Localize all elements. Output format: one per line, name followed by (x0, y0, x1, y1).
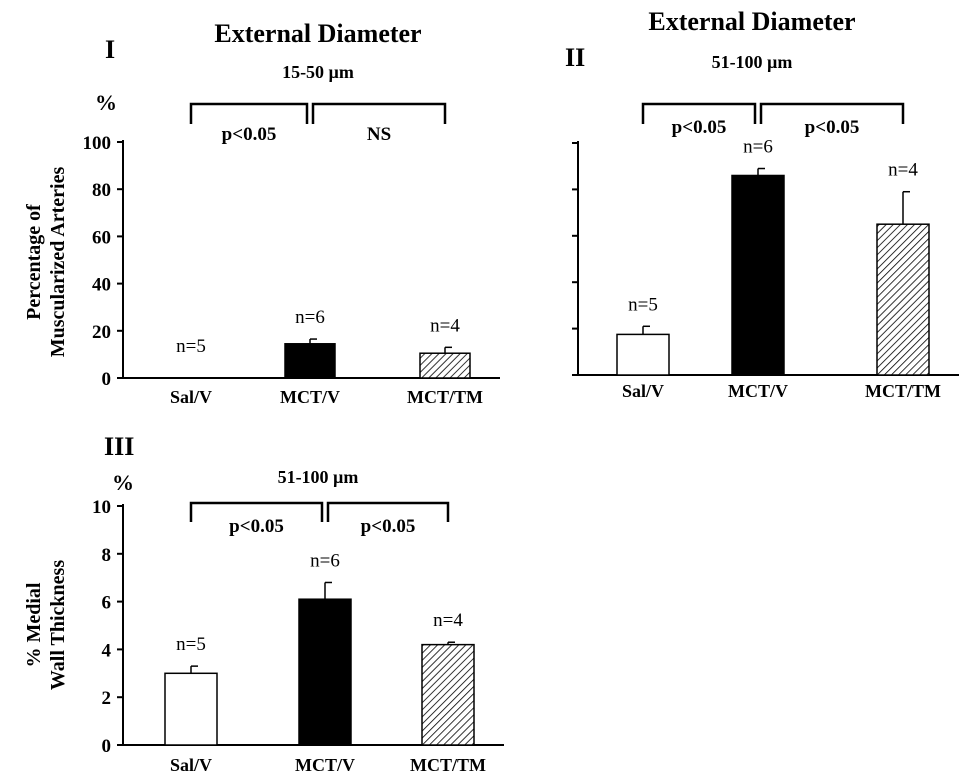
panel-2-marks: n=5 Sal/V n=6 MCT/V n=4 MCT/TM p<0.05 p<0.05 (616, 102, 941, 401)
panel-1: I External Diameter 15-50 µm % Percentag… (23, 19, 500, 407)
category-label: MCT/TM (407, 387, 483, 407)
y-tick-label: 100 (83, 133, 112, 154)
category-label: MCT/V (728, 381, 788, 401)
y-tick-label: 0 (102, 736, 112, 757)
bar (421, 643, 475, 746)
n-label: n=5 (628, 294, 658, 315)
y-tick-label: 20 (92, 322, 111, 343)
bar (731, 174, 785, 376)
panel-2: II External Diameter 51-100 µm n=5Sal/Vn… (565, 7, 959, 401)
n-label: n=5 (176, 634, 206, 655)
category-label: MCT/TM (865, 381, 941, 401)
significance-label: p<0.05 (805, 117, 860, 138)
panel-1-marks: n=5 Sal/V n=6 MCT/V n=4 MCT/TM p<0.05 NS (170, 102, 483, 407)
bar (616, 333, 670, 376)
panel-3-y-unit: % (112, 470, 134, 495)
y-tick-label: 8 (102, 545, 112, 566)
significance-bracket (641, 102, 757, 124)
y-tick-label: 10 (92, 497, 111, 518)
panel-1-axes: 0 20 40 60 80 100 (83, 133, 500, 390)
n-label: n=6 (310, 550, 340, 571)
n-label: n=6 (743, 137, 773, 158)
bar (298, 598, 352, 746)
panel-2-label: II (565, 43, 585, 72)
panel-3-marks: n=5 Sal/V n=6 MCT/V n=4 MCT/TM p<0.05 p<0.05 (164, 501, 486, 775)
panel-1-y-unit: % (95, 90, 117, 115)
n-label: n=4 (430, 315, 460, 336)
panel-1-subtitle: 15-50 µm (282, 62, 354, 82)
significance-bracket (189, 102, 309, 124)
y-tick-label: 6 (102, 593, 112, 614)
category-label: MCT/V (295, 755, 355, 775)
category-label: Sal/V (622, 381, 664, 401)
bar (876, 223, 930, 376)
panel-1-label: I (105, 35, 115, 64)
n-label: n=4 (888, 160, 918, 181)
y-tick-label: 4 (102, 640, 112, 661)
significance-label: p<0.05 (229, 516, 284, 537)
panel-3: III 51-100 µm % % Medial Wall Thickness … (23, 432, 504, 775)
n-label: n=4 (433, 610, 463, 631)
panel-3-subtitle: 51-100 µm (278, 467, 359, 487)
panel-3-y-axis-label-line-2: Wall Thickness (47, 560, 69, 690)
panel-3-y-axis-label-line-1: % Medial (23, 582, 45, 667)
y-tick-label: 0 (102, 369, 112, 390)
panel-3-label: III (104, 432, 134, 461)
bar (164, 672, 218, 746)
bar (284, 343, 336, 379)
category-label: MCT/V (280, 387, 340, 407)
significance-label: p<0.05 (672, 117, 727, 138)
y-tick-label: 80 (92, 180, 111, 201)
significance-bracket (311, 102, 447, 124)
panel-2-subtitle: 51-100 µm (712, 52, 793, 72)
significance-bracket (759, 102, 905, 124)
panel-2-title: External Diameter (648, 7, 855, 36)
significance-label: NS (367, 124, 391, 145)
panel-1-title: External Diameter (214, 19, 421, 48)
y-tick-label: 2 (102, 688, 112, 709)
category-label: Sal/V (170, 755, 212, 775)
panel-1-y-axis-label: Percentage of Muscularized Arteries (23, 167, 69, 358)
significance-bracket (189, 501, 324, 522)
n-label: n=5 (176, 336, 206, 357)
significance-label: p<0.05 (361, 516, 416, 537)
category-label: Sal/V (170, 387, 212, 407)
significance-bracket (326, 501, 450, 522)
y-tick-label: 40 (92, 275, 111, 296)
bar (419, 352, 471, 379)
category-label: MCT/TM (410, 755, 486, 775)
n-label: n=6 (295, 307, 325, 328)
y-tick-label: 60 (92, 227, 111, 248)
significance-label: p<0.05 (222, 124, 277, 145)
